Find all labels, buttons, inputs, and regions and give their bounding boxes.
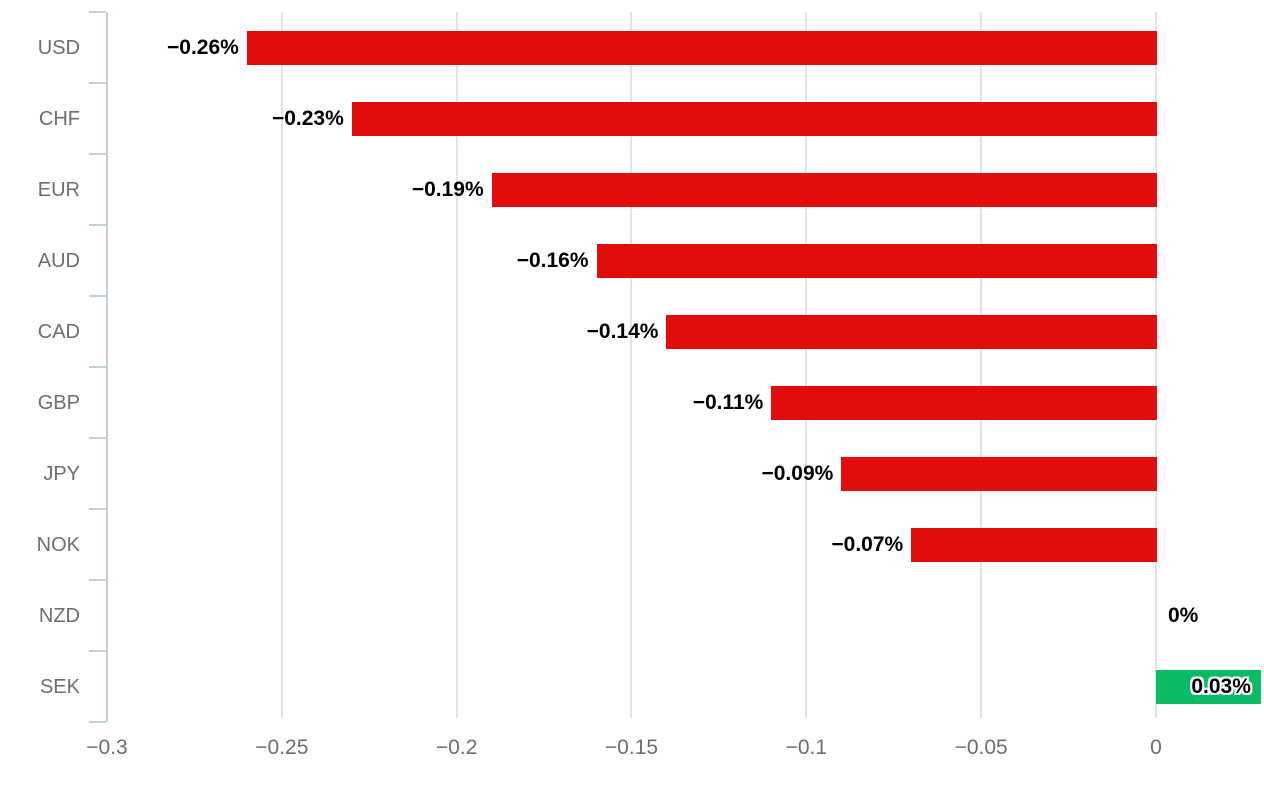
y-axis-tick (89, 82, 106, 84)
category-label: NZD (38, 604, 80, 627)
x-axis-tick-label: −0.05 (954, 736, 1008, 759)
y-axis-tick (89, 650, 106, 652)
bar-value-label: −0.23% (271, 106, 344, 130)
data-bar[interactable] (246, 30, 1157, 65)
bar-value-label: 0% (1168, 603, 1199, 627)
y-axis-tick (89, 11, 106, 13)
category-label: GBP (37, 391, 80, 414)
x-axis-tick-label: −0.25 (255, 736, 309, 759)
y-axis-tick (89, 508, 106, 510)
grid-line (455, 12, 458, 718)
bar-value-label: −0.07% (831, 532, 904, 556)
data-bar[interactable] (666, 314, 1157, 349)
grid-line (805, 12, 808, 718)
grid-line (630, 12, 633, 718)
bar-value-label: −0.11% (692, 390, 764, 414)
data-bar[interactable] (771, 385, 1157, 420)
y-axis-tick (89, 579, 106, 581)
grid-line (980, 12, 983, 718)
category-label: EUR (37, 178, 80, 201)
x-axis-tick-label: −0.1 (785, 736, 828, 759)
category-label: CAD (37, 320, 80, 343)
y-axis-tick (89, 295, 106, 297)
bar-value-label: −0.16% (516, 248, 589, 272)
y-axis-tick (89, 721, 106, 723)
data-bar[interactable] (596, 243, 1157, 278)
y-axis-line (106, 12, 108, 722)
data-bar[interactable] (351, 101, 1157, 136)
y-axis-tick (89, 437, 106, 439)
bar-value-label: −0.14% (586, 319, 659, 343)
data-bar[interactable] (491, 172, 1157, 207)
category-label: SEK (39, 675, 80, 698)
x-axis-tick-label: −0.15 (604, 736, 659, 759)
data-bar[interactable] (911, 527, 1157, 562)
y-axis-tick (89, 224, 106, 226)
category-label: USD (37, 36, 80, 59)
y-axis-tick (89, 153, 106, 155)
category-label: CHF (38, 107, 80, 130)
bar-value-label: −0.26% (167, 35, 239, 59)
category-label: AUD (37, 249, 80, 272)
data-bar[interactable] (1156, 669, 1261, 704)
x-axis-tick-label: −0.2 (435, 736, 478, 759)
bar-value-label: −0.09% (761, 461, 834, 485)
bar-value-label: −0.19% (411, 177, 484, 201)
x-axis-tick-label: −0.3 (86, 736, 128, 759)
data-bar[interactable] (841, 456, 1157, 491)
x-axis-tick-label: 0 (1150, 736, 1162, 759)
bar-value-label: 0.03% (1191, 674, 1251, 698)
category-label: JPY (43, 462, 80, 485)
category-label: NOK (36, 533, 80, 556)
grid-line (280, 12, 283, 718)
grid-line (1155, 12, 1157, 718)
y-axis-tick (89, 366, 106, 368)
